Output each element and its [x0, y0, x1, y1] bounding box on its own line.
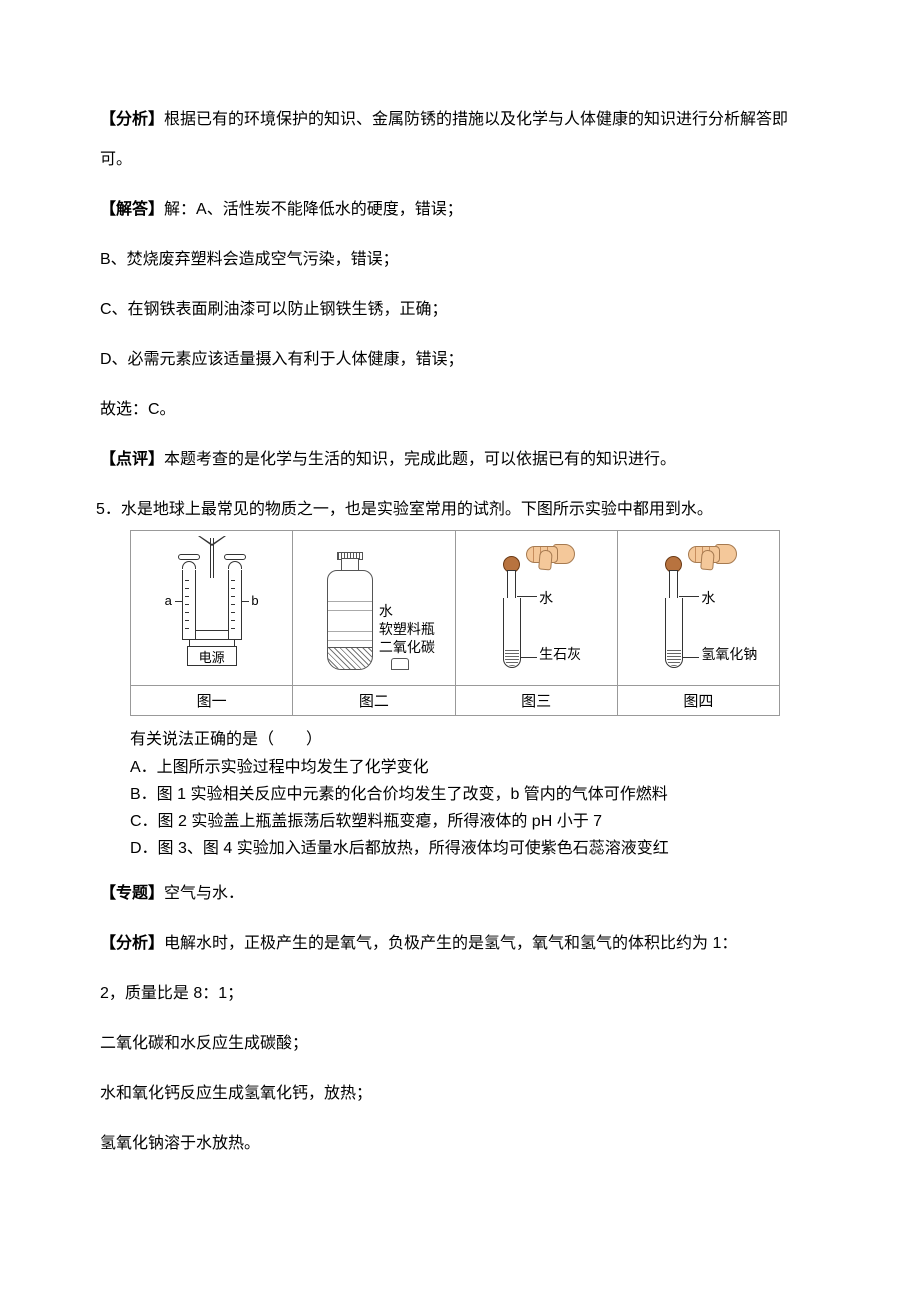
plastic-bottle-diagram: 水 软塑料瓶 二氧化碳: [299, 538, 449, 678]
analysis2-text1: 电解水时，正极产生的是氧气，负极产生的是氢气，氧气和氢气的体积比约为 1：: [164, 935, 737, 952]
topic-paragraph: 【专题】空气与水．: [100, 874, 820, 914]
figure-table: a b 电源 水 软塑料瓶 二氧化碳: [130, 530, 780, 716]
fig3-water-label: 水: [539, 588, 553, 608]
caption-4: 图四: [617, 686, 779, 716]
analysis2-line1: 【分析】电解水时，正极产生的是氧气，负极产生的是氢气，氧气和氢气的体积比约为 1…: [100, 924, 820, 964]
q5-intro-text: 水是地球上最常见的物质之一，也是实验室常用的试剂。下图所示实验中都用到水。: [121, 501, 713, 518]
caption-2: 图二: [293, 686, 455, 716]
figure-cell-1: a b 电源: [131, 531, 293, 686]
analysis-text: 根据已有的环境保护的知识、金属防锈的措施以及化学与人体健康的知识进行分析解答即可…: [100, 111, 788, 168]
topic-label: 【专题】: [100, 885, 164, 902]
q5-option-b: B．图 1 实验相关反应中元素的化合价均发生了改变，b 管内的气体可作燃料: [130, 781, 820, 808]
answer-option-d: D、必需元素应该适量摄入有利于人体健康，错误；: [100, 340, 820, 380]
answer-option-b: B、焚烧废弃塑料会造成空气污染，错误；: [100, 240, 820, 280]
comment-text: 本题考查的是化学与生活的知识，完成此题，可以依据已有的知识进行。: [164, 451, 676, 468]
fig2-water-label: 水: [379, 602, 393, 620]
label-a: a: [165, 593, 172, 608]
q5-prompt: 有关说法正确的是（ ）: [130, 726, 820, 753]
fig2-bottle-label: 软塑料瓶: [379, 620, 435, 638]
electrolysis-diagram: a b 电源: [147, 538, 277, 678]
analysis2-label: 【分析】: [100, 935, 164, 952]
figure-cell-4: 水 氢氧化钠: [617, 531, 779, 686]
figure-cell-3: 水 生石灰: [455, 531, 617, 686]
comment-paragraph: 【点评】本题考查的是化学与生活的知识，完成此题，可以依据已有的知识进行。: [100, 440, 820, 480]
fig4-solid-label: 氢氧化钠: [701, 644, 757, 664]
q5-option-c: C．图 2 实验盖上瓶盖振荡后软塑料瓶变瘪，所得液体的 pH 小于 7: [130, 808, 820, 835]
comment-label: 【点评】: [100, 451, 164, 468]
analysis-paragraph: 【分析】根据已有的环境保护的知识、金属防锈的措施以及化学与人体健康的知识进行分析…: [100, 100, 820, 180]
quicklime-diagram: 水 生石灰: [461, 538, 611, 678]
fig4-water-label: 水: [701, 588, 715, 608]
analysis2-line2: 2，质量比是 8：1；: [100, 974, 820, 1014]
analysis2-line3: 二氧化碳和水反应生成碳酸；: [100, 1024, 820, 1064]
power-source-label: 电源: [187, 646, 237, 666]
answer-intro: 【解答】解：A、活性炭不能降低水的硬度，错误；: [100, 190, 820, 230]
q5-intro-line: 5．水是地球上最常见的物质之一，也是实验室常用的试剂。下图所示实验中都用到水。: [96, 495, 820, 525]
answer-label: 【解答】: [100, 201, 164, 218]
fig2-gas-label: 二氧化碳: [379, 638, 435, 656]
answer-option-c: C、在钢铁表面刷油漆可以防止钢铁生锈，正确；: [100, 290, 820, 330]
q5-number: 5．: [96, 501, 121, 518]
label-b: b: [251, 593, 258, 608]
analysis2-line4: 水和氧化钙反应生成氢氧化钙，放热；: [100, 1074, 820, 1114]
answer-intro-text: 解：A、活性炭不能降低水的硬度，错误；: [164, 201, 463, 218]
answer-conclusion: 故选：C。: [100, 390, 820, 430]
caption-1: 图一: [131, 686, 293, 716]
caption-3: 图三: [455, 686, 617, 716]
q5-option-a: A．上图所示实验过程中均发生了化学变化: [130, 754, 820, 781]
fig3-solid-label: 生石灰: [539, 644, 581, 664]
analysis-label: 【分析】: [100, 111, 164, 128]
topic-text: 空气与水．: [164, 885, 244, 902]
q5-option-d: D．图 3、图 4 实验加入适量水后都放热，所得液体均可使紫色石蕊溶液变红: [130, 835, 820, 862]
analysis2-line5: 氢氧化钠溶于水放热。: [100, 1124, 820, 1164]
naoh-diagram: 水 氢氧化钠: [623, 538, 773, 678]
figure-cell-2: 水 软塑料瓶 二氧化碳: [293, 531, 455, 686]
